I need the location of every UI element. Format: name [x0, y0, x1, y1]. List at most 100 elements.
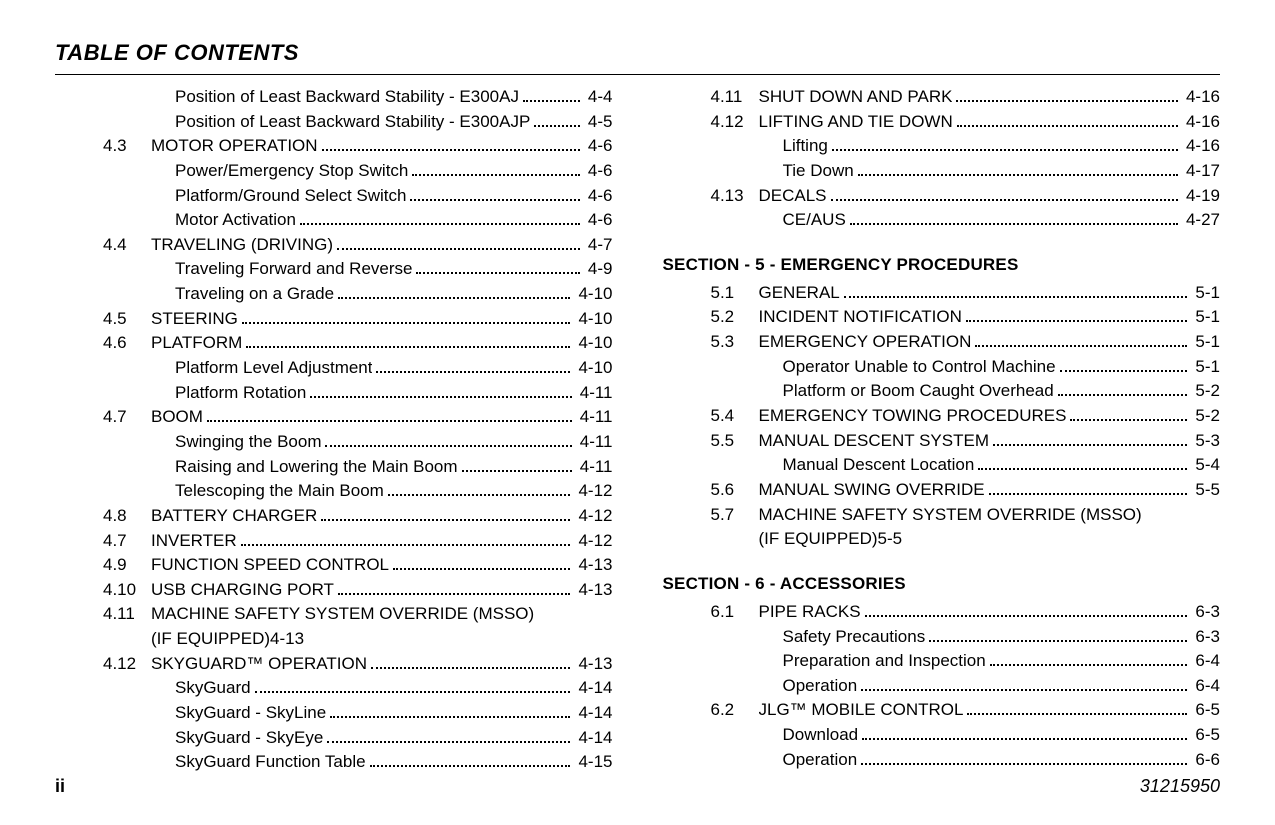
toc-page: 4-10 — [574, 307, 612, 332]
leader-dots — [844, 286, 1188, 298]
toc-row: 4.13DECALS4-19 — [711, 184, 1221, 209]
toc-page: 5-2 — [1191, 379, 1220, 404]
leader-dots — [376, 361, 570, 373]
toc-page: 6-5 — [1191, 723, 1220, 748]
toc-page: 4-15 — [574, 750, 612, 775]
leader-dots — [370, 755, 571, 767]
toc-page: 5-4 — [1191, 453, 1220, 478]
toc-column-left: Position of Least Backward Stability - E… — [55, 85, 613, 775]
toc-label: Position of Least Backward Stability - E… — [175, 85, 519, 110]
leader-dots — [462, 460, 572, 472]
section-heading: SECTION - 6 - ACCESSORIES — [663, 574, 1221, 594]
leader-dots — [523, 90, 580, 102]
section-number: 4.12 — [711, 110, 759, 135]
toc-label: Download — [783, 723, 859, 748]
leader-dots — [388, 484, 571, 496]
leader-dots — [1060, 360, 1188, 372]
toc-label: USB CHARGING PORT — [151, 578, 334, 603]
toc-label: Position of Least Backward Stability - E… — [175, 110, 530, 135]
toc-columns: Position of Least Backward Stability - E… — [55, 85, 1220, 775]
toc-label: Platform Level Adjustment — [175, 356, 372, 381]
toc-page: 4-4 — [584, 85, 613, 110]
leader-dots — [241, 534, 571, 546]
toc-row: Position of Least Backward Stability - E… — [175, 85, 613, 110]
section-number: 4.4 — [103, 233, 151, 258]
toc-row: Traveling on a Grade4-10 — [175, 282, 613, 307]
section-number: 4.8 — [103, 504, 151, 529]
section-number: 4.11 — [103, 602, 151, 627]
footer: ii 31215950 — [55, 776, 1220, 797]
toc-label: (IF EQUIPPED) — [151, 627, 270, 652]
toc-page: 4-9 — [584, 257, 613, 282]
toc-row: SkyGuard 4-14 — [175, 676, 613, 701]
toc-label: SkyGuard - SkyEye — [175, 726, 323, 751]
section-number: 4.11 — [711, 85, 759, 110]
toc-row: Platform Level Adjustment4-10 — [175, 356, 613, 381]
toc-label: Lifting — [783, 134, 828, 159]
section-number: 5.3 — [711, 330, 759, 355]
toc-page: 6-5 — [1191, 698, 1220, 723]
toc-row: Preparation and Inspection6-4 — [783, 649, 1221, 674]
toc-row: (IF EQUIPPED)4-13 — [151, 627, 613, 652]
toc-row: 5.7MACHINE SAFETY SYSTEM OVERRIDE (MSSO) — [711, 503, 1221, 528]
section-heading: SECTION - 5 - EMERGENCY PROCEDURES — [663, 255, 1221, 275]
toc-page: 5-2 — [1191, 404, 1220, 429]
toc-row: 4.8BATTERY CHARGER4-12 — [103, 504, 613, 529]
toc-label: MANUAL DESCENT SYSTEM — [759, 429, 990, 454]
leader-dots — [325, 435, 571, 447]
toc-page: 4-12 — [574, 529, 612, 554]
leader-dots — [858, 164, 1178, 176]
leader-dots — [978, 458, 1187, 470]
toc-page: 4-10 — [574, 331, 612, 356]
toc-row: Safety Precautions6-3 — [783, 625, 1221, 650]
section-number: 4.7 — [103, 405, 151, 430]
toc-page: 4-14 — [574, 676, 612, 701]
toc-row: 4.12LIFTING AND TIE DOWN4-16 — [711, 110, 1221, 135]
toc-label: Platform Rotation — [175, 381, 306, 406]
leader-dots — [393, 558, 570, 570]
toc-label: BOOM — [151, 405, 203, 430]
toc-row: 4.12SKYGUARD™ OPERATION4-13 — [103, 652, 613, 677]
leader-dots — [967, 704, 1187, 716]
toc-label: Raising and Lowering the Main Boom — [175, 455, 458, 480]
toc-row: 4.5STEERING4-10 — [103, 307, 613, 332]
toc-row: 5.6MANUAL SWING OVERRIDE5-5 — [711, 478, 1221, 503]
toc-page: 4-14 — [574, 701, 612, 726]
leader-dots — [255, 681, 571, 693]
toc-label: Operation — [783, 748, 858, 773]
footer-doc-number: 31215950 — [1140, 776, 1220, 797]
toc-label: TRAVELING (DRIVING) — [151, 233, 333, 258]
toc-label: PLATFORM — [151, 331, 242, 356]
leader-dots — [321, 509, 570, 521]
toc-label: BATTERY CHARGER — [151, 504, 317, 529]
section-number: 4.9 — [103, 553, 151, 578]
footer-page-number: ii — [55, 776, 65, 797]
leader-dots — [989, 483, 1188, 495]
leader-dots — [861, 753, 1187, 765]
toc-page: 4-12 — [574, 479, 612, 504]
toc-label: Power/Emergency Stop Switch — [175, 159, 408, 184]
toc-label: LIFTING AND TIE DOWN — [759, 110, 953, 135]
toc-page: 4-13 — [574, 578, 612, 603]
leader-dots — [865, 605, 1188, 617]
toc-row: 5.1GENERAL5-1 — [711, 281, 1221, 306]
toc-label: SkyGuard — [175, 676, 251, 701]
toc-row: Operator Unable to Control Machine5-1 — [783, 355, 1221, 380]
toc-row: Platform or Boom Caught Overhead5-2 — [783, 379, 1221, 404]
toc-page: 5-1 — [1191, 330, 1220, 355]
toc-page: 4-6 — [584, 159, 613, 184]
toc-page: 4-6 — [584, 134, 613, 159]
toc-page: 4-5 — [584, 110, 613, 135]
toc-label: MANUAL SWING OVERRIDE — [759, 478, 985, 503]
leader-dots — [322, 139, 580, 151]
toc-row: SkyGuard Function Table4-15 — [175, 750, 613, 775]
toc-label: Safety Precautions — [783, 625, 926, 650]
leader-dots — [246, 337, 570, 349]
leader-dots — [1058, 385, 1188, 397]
toc-label: Motor Activation — [175, 208, 296, 233]
toc-label: SKYGUARD™ OPERATION — [151, 652, 367, 677]
toc-row: Position of Least Backward Stability - E… — [175, 110, 613, 135]
toc-row: Tie Down4-17 — [783, 159, 1221, 184]
leader-dots — [338, 287, 570, 299]
toc-row: Operation6-6 — [783, 748, 1221, 773]
